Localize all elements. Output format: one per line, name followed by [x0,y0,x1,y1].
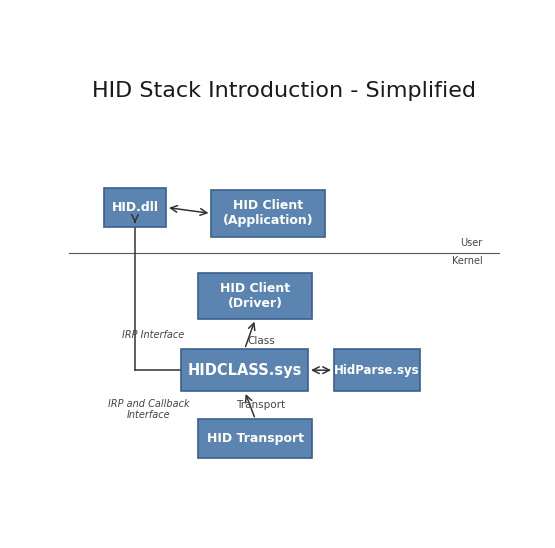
Text: IRP and Callback
Interface: IRP and Callback Interface [108,398,190,420]
FancyBboxPatch shape [199,419,312,458]
Text: Transport: Transport [236,401,285,410]
Text: HID Transport: HID Transport [207,432,304,445]
Text: HidParse.sys: HidParse.sys [334,364,420,376]
FancyBboxPatch shape [104,189,166,226]
Text: User: User [460,238,482,248]
FancyBboxPatch shape [334,349,420,391]
Text: HIDCLASS.sys: HIDCLASS.sys [188,363,302,378]
Text: IRP Interface: IRP Interface [122,330,184,340]
Text: Kernel: Kernel [452,256,482,266]
Text: Class: Class [247,336,275,346]
Text: HID.dll: HID.dll [112,201,159,214]
FancyBboxPatch shape [199,273,312,319]
Text: HID Stack Introduction - Simplified: HID Stack Introduction - Simplified [93,81,476,100]
FancyBboxPatch shape [181,349,308,391]
Text: HID Client
(Driver): HID Client (Driver) [220,282,290,310]
Text: HID Client
(Application): HID Client (Application) [223,199,314,227]
FancyBboxPatch shape [211,190,325,237]
